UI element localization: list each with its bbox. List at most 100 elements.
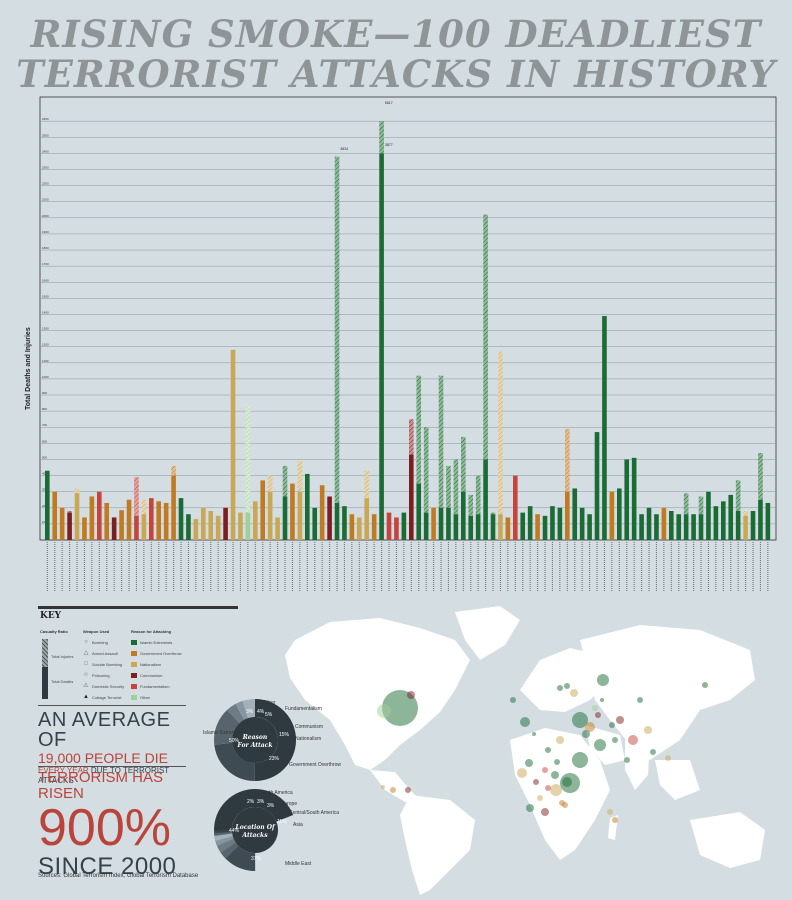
bar-deaths <box>238 512 243 540</box>
donut1-pct: 4% <box>257 709 265 715</box>
bar-deaths <box>446 507 451 540</box>
attack-dot <box>551 771 559 779</box>
bar-deaths <box>728 494 734 540</box>
attack-dot <box>557 685 563 691</box>
bar-deaths <box>67 512 72 540</box>
donut1-label-isl: Islamic Extremists <box>203 730 244 736</box>
donut2-pct: 44% <box>229 828 240 834</box>
bar-deaths <box>698 514 704 540</box>
y-tick-label: 2400 <box>42 149 49 153</box>
bar-deaths <box>565 491 570 540</box>
bar-deaths <box>557 507 563 540</box>
attack-dot <box>612 817 618 823</box>
bar-deaths <box>594 432 600 540</box>
y-tick-label: 100 <box>42 520 47 524</box>
bar-injuries <box>461 436 466 492</box>
divider <box>38 766 186 767</box>
attack-dot <box>702 682 708 688</box>
y-tick-label: 2100 <box>42 198 49 202</box>
attack-dot <box>510 697 516 703</box>
bar-deaths <box>461 491 466 540</box>
bar-deaths <box>97 491 102 540</box>
ratio-deaths-swatch <box>42 667 48 699</box>
islamic-swatch <box>131 640 137 645</box>
weapon-item: Domestic Security <box>92 684 125 689</box>
bar-injuries <box>683 493 689 515</box>
bar-deaths <box>572 488 578 540</box>
attack-dot <box>624 757 630 763</box>
sources-text: Sources: Global Terrorism Index, Global … <box>38 873 199 879</box>
reason-donut: Reason For Attack 50% 15% 23% 4% 3% 5% O… <box>203 699 341 781</box>
bar-deaths <box>505 517 511 540</box>
donut2-pct: 3% <box>267 803 275 809</box>
bar-injuries <box>141 499 147 515</box>
bar-deaths <box>743 515 748 540</box>
attack-dot <box>554 759 560 765</box>
bar-injuries <box>468 494 474 516</box>
bar-injuries <box>743 511 748 516</box>
bar-deaths <box>513 475 518 540</box>
attack-dot <box>595 712 601 718</box>
donut2-label-eu: Europe <box>281 801 297 807</box>
attack-dot <box>405 787 411 793</box>
donut1-pct: 5% <box>265 712 273 718</box>
bar-deaths <box>654 514 659 540</box>
attack-dot <box>600 698 604 702</box>
bar-deaths <box>706 491 711 540</box>
bar-deaths <box>423 512 429 540</box>
donut1-label-gov: Government Overthrow <box>289 762 341 768</box>
bar-deaths <box>282 496 288 540</box>
bar-deaths <box>334 502 340 540</box>
bar-deaths <box>275 517 280 540</box>
attack-dot <box>542 767 548 773</box>
bar-annotation: 3877 <box>385 143 393 147</box>
y-tick-label: 700 <box>42 423 47 427</box>
donut2-pct: 2% <box>247 799 255 805</box>
bar-injuries <box>423 427 429 513</box>
bar-injuries <box>379 121 384 154</box>
stat-line-1: AN AVERAGE OF <box>38 709 171 751</box>
bar-deaths <box>371 514 377 540</box>
government-swatch <box>131 651 137 656</box>
attack-dot <box>525 759 533 767</box>
weapon-item: Poisoning <box>92 673 110 678</box>
bar-injuries <box>245 404 251 513</box>
bar-deaths <box>386 512 392 540</box>
key-casualty-header: Casualty Ratio <box>40 629 68 634</box>
bar-deaths <box>691 514 696 540</box>
bar-deaths <box>215 515 221 540</box>
south-america-shape <box>400 795 475 895</box>
bar-deaths <box>260 480 266 540</box>
weapon-item: Armed Assault <box>92 651 118 656</box>
donut2-label-me: Middle East <box>285 861 312 867</box>
attack-dot <box>564 683 570 689</box>
bar-deaths <box>230 349 236 540</box>
location-donut: Location Of Attacks Africa 44% 3% 3% 11%… <box>214 789 339 871</box>
bar-deaths <box>267 491 273 540</box>
bar-deaths <box>357 517 362 540</box>
attack-dot <box>381 785 385 789</box>
donut1-other <box>214 699 296 781</box>
bar-deaths <box>119 510 124 540</box>
y-tick-label: 1900 <box>42 230 49 234</box>
bar-injuries <box>446 465 451 508</box>
bar-injuries <box>453 459 459 515</box>
attack-dot <box>609 722 615 728</box>
bar-injuries <box>735 480 741 512</box>
donut2-center-2: Attacks <box>241 832 268 839</box>
y-tick-label: 800 <box>42 407 47 411</box>
y-tick-label: 900 <box>42 391 47 395</box>
bar-injuries <box>67 511 72 513</box>
bar-deaths <box>245 512 251 540</box>
attack-dot <box>556 736 564 744</box>
armed-assault-icon: △ <box>83 650 89 656</box>
attack-dot <box>637 697 643 703</box>
donut1-pct: 50% <box>229 738 240 744</box>
donut2-me <box>214 789 296 871</box>
donut2-label-na: North America <box>261 790 293 796</box>
weapon-item: Suicide Bombing <box>92 662 123 667</box>
bar-deaths <box>683 514 689 540</box>
africa-shape <box>510 728 610 860</box>
attack-dot <box>526 804 534 812</box>
bar-deaths <box>59 507 65 540</box>
